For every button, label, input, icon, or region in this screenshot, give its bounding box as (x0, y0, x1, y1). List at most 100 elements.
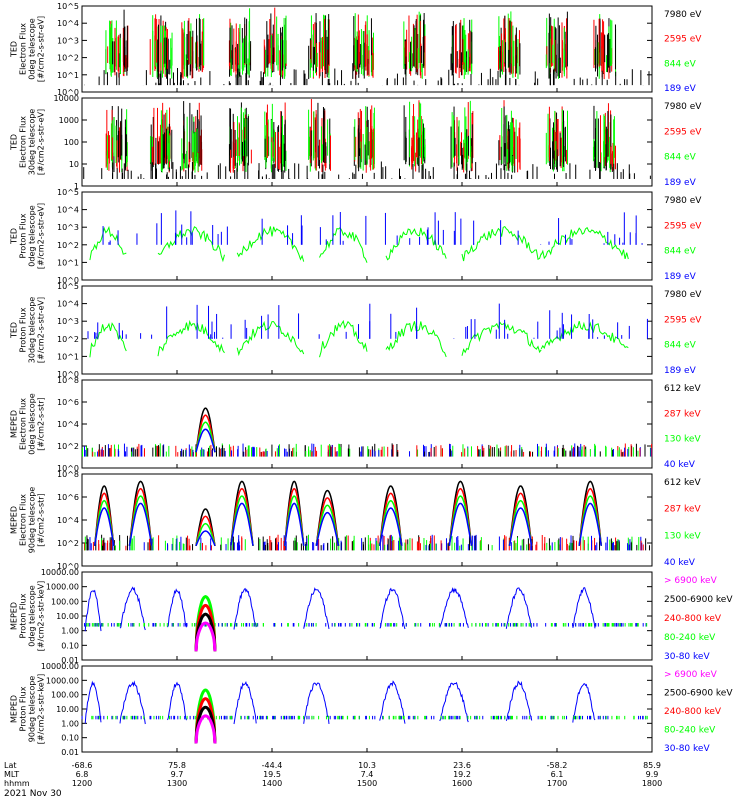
legend-entry: > 6900 keV (664, 576, 718, 586)
y-axis-title: MEPED Proton Flux 90deg telescope [#/cm2-s-… (10, 674, 46, 745)
y-tick-label: 10000 (54, 94, 79, 103)
panel-7: 0.01 0.10 1.00 10.00 100.00 1000.00 10000.00 ME… (10, 568, 734, 665)
flux-series (319, 319, 368, 358)
y-axis-title-line: Proton Flux (19, 307, 28, 352)
flux-series (195, 515, 216, 546)
flux-series (505, 587, 533, 629)
y-axis-title: MEPED Proton Flux 0deg telescope [#/cm2-s-s… (10, 581, 46, 652)
flux-series (315, 489, 340, 546)
y-axis-title-line: 0deg telescope (28, 205, 37, 266)
legend-entry: 7980 eV (664, 290, 702, 300)
x-tick-hhmm: 1400 (262, 779, 282, 788)
flux-series (230, 502, 254, 546)
legend-entry: 80-240 keV (664, 726, 716, 736)
legend-entry: 612 keV (664, 478, 701, 488)
x-axis-row-label: Lat (4, 761, 17, 770)
flux-series (505, 680, 533, 721)
y-tick-label: 1000 (59, 116, 79, 125)
y-axis-title-line: Electron Flux (19, 116, 28, 168)
flux-series (448, 480, 473, 546)
y-tick-label: 10 (69, 160, 79, 169)
flux-series (167, 681, 187, 721)
y-axis-title-line: 90deg telescope (28, 676, 37, 743)
y-axis-title-line: TED (10, 134, 19, 151)
y-axis-title-line: 30deg telescope (28, 109, 37, 176)
x-tick-lat: -68.6 (72, 761, 93, 770)
legend-entry: 2500-6900 keV (664, 689, 733, 699)
flux-series (89, 225, 127, 261)
flux-series (194, 621, 217, 652)
flux-series (448, 487, 473, 546)
flux-series (119, 586, 146, 631)
flux-series (236, 226, 305, 262)
x-tick-lat: 10.3 (358, 761, 376, 770)
y-tick-label: 10^6 (57, 493, 79, 502)
flux-series (578, 487, 603, 546)
y-tick-label: 10.00 (56, 612, 79, 621)
flux-series (378, 507, 403, 546)
legend-entry: 2595 eV (664, 35, 702, 45)
flux-series (195, 421, 216, 453)
flux-series (378, 499, 403, 546)
flux-series (195, 522, 216, 546)
y-tick-label: 10^0 (57, 370, 79, 379)
y-tick-label: 1000.00 (46, 583, 79, 592)
flux-series (194, 612, 217, 652)
y-tick-label: 10^5 (57, 2, 79, 11)
y-axis-title-line: [#/cm2-s-str] (37, 397, 46, 450)
flux-series (194, 705, 217, 744)
legend-entry: 240-800 keV (664, 614, 722, 624)
flux-series (194, 603, 217, 652)
y-tick-label: 10^8 (57, 376, 79, 385)
legend-entry: 189 eV (664, 84, 697, 94)
x-axis: LatMLThhmm-68.66.8120075.89.71300-44.419… (4, 761, 662, 788)
y-axis-title: MEPED Electron Flux 0deg telescope [#/cm2-s… (10, 393, 46, 454)
flux-series (461, 321, 542, 356)
y-tick-label: 10^3 (57, 36, 79, 45)
x-tick-mlt: 19.5 (263, 770, 281, 779)
y-axis-title-line: MEPED (10, 602, 19, 630)
flux-series (439, 586, 469, 628)
y-tick-label: 0.01 (61, 656, 79, 665)
y-tick-label: 10^2 (57, 335, 79, 344)
date-label: 2021 Nov 30 (4, 789, 62, 799)
flux-series (157, 319, 225, 357)
y-axis-title-line: [#/cm2-s-str-keV] (37, 674, 46, 745)
x-tick-hhmm: 1600 (452, 779, 472, 788)
panel-frame (81, 665, 653, 753)
y-axis-title: MEPED Electron Flux 90deg telescope [#/cm2-… (10, 487, 46, 554)
x-tick-mlt: 19.2 (453, 770, 471, 779)
flux-series (283, 502, 305, 546)
y-tick-label: 0.10 (61, 641, 79, 650)
legend-entry: 189 eV (664, 366, 697, 376)
legend-entry: 40 keV (664, 558, 696, 568)
legend-entry: 130 keV (664, 531, 701, 541)
y-tick-label: 10^8 (57, 470, 79, 479)
panel-4: 10^0 10^1 10^2 10^3 10^4 10^5 TED Proton Flux 30… (10, 282, 703, 379)
flux-series (195, 414, 216, 453)
flux-series (315, 504, 340, 546)
y-tick-label: 10^2 (57, 442, 79, 451)
legend-entry: 80-240 keV (664, 633, 716, 643)
x-axis-row-label: MLT (4, 770, 19, 779)
y-tick-label: 10^5 (57, 188, 79, 197)
panel-1: 10^0 10^1 10^2 10^3 10^4 10^5 TED Electron Flux… (10, 2, 703, 97)
legend-entry: 40 keV (664, 460, 696, 470)
y-axis-title-line: MEPED (10, 410, 19, 438)
panel-frame (81, 571, 653, 661)
y-tick-label: 100.00 (51, 597, 79, 606)
y-tick-label: 0.01 (61, 748, 79, 757)
legend-entry: 287 keV (664, 409, 701, 419)
legend-entry: 189 eV (664, 178, 697, 188)
flux-series (439, 681, 469, 723)
y-tick-label: 10^6 (57, 398, 79, 407)
x-tick-lat: -58.2 (547, 761, 568, 770)
y-axis-title-line: 90deg telescope (28, 487, 37, 554)
flux-series (167, 588, 187, 628)
flux-series (128, 502, 153, 546)
y-tick-label: 0.10 (61, 734, 79, 743)
panel-5: 10^0 10^2 10^4 10^6 10^8 MEPED Electron Flux 0d… (10, 376, 702, 473)
legend-entry: 287 keV (664, 505, 701, 515)
flux-series (233, 681, 257, 725)
